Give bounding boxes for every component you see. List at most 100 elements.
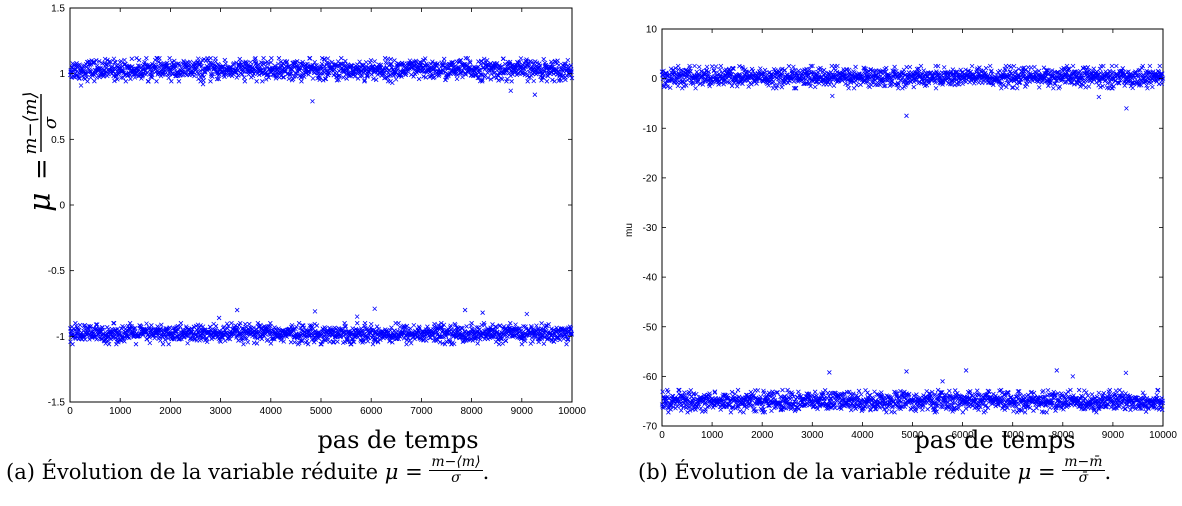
panel-a-point <box>423 338 429 343</box>
panel-a-point <box>254 341 260 346</box>
panel-a-point <box>326 70 331 76</box>
panel-a-point <box>479 79 485 84</box>
panel-a-point <box>360 73 365 79</box>
panel-b-point <box>741 410 746 415</box>
panel-a-point <box>92 78 97 84</box>
panel-b-outlier-point <box>904 113 909 119</box>
panel-a-point <box>209 60 215 66</box>
panel-b-point <box>1008 64 1014 70</box>
panel-a-point <box>413 58 419 64</box>
panel-a-point <box>403 72 408 77</box>
panel-a-point <box>323 76 329 82</box>
panel-b-point <box>676 387 681 393</box>
panel-a-point <box>321 56 327 62</box>
panel-a-point <box>289 70 294 76</box>
panel-a-point <box>462 61 468 67</box>
panel-a-point <box>264 65 270 70</box>
panel-a-point <box>268 341 274 346</box>
panel-a-outlier-point <box>390 80 395 86</box>
panel-b-point <box>1083 85 1088 90</box>
panel-b-point <box>831 83 837 89</box>
panel-a-point <box>245 339 251 345</box>
panel-a-point <box>540 75 546 80</box>
panel-a-point <box>266 75 272 80</box>
panel-a-point <box>317 77 323 82</box>
panel-a-point <box>214 76 220 82</box>
panel-a-point <box>292 340 297 345</box>
panel-a-point <box>404 341 409 347</box>
panel-a-point <box>166 341 171 347</box>
panel-a-y-axis-label: μ = m−⟨m⟩ σ <box>20 91 61 212</box>
panel-a-point <box>496 341 502 347</box>
panel-a-point <box>177 62 182 68</box>
panel-a-point <box>296 320 302 326</box>
panel-b-point <box>758 66 763 71</box>
panel-a-point <box>263 77 269 82</box>
panel-a-point <box>423 75 429 80</box>
panel-a-y-tick-label: -1 <box>56 332 65 343</box>
panel-a-point <box>242 79 248 84</box>
panel-a-point <box>485 75 491 81</box>
panel-a-point <box>81 64 86 69</box>
panel-a-point <box>252 57 258 62</box>
panel-a-point <box>292 70 298 76</box>
panel-a-point <box>77 322 83 328</box>
panel-b-point <box>1150 84 1155 90</box>
panel-a-point <box>352 74 358 79</box>
panel-a-point <box>123 79 129 84</box>
panel-a-x-tick-label: 1000 <box>109 406 132 417</box>
panel-a-point <box>301 74 307 79</box>
panel-a-point <box>299 79 304 84</box>
panel-a-point <box>216 76 221 82</box>
panel-b-point <box>688 68 693 74</box>
panel-a-point <box>222 74 227 80</box>
panel-b-point <box>709 64 715 69</box>
panel-b-point <box>1109 63 1115 69</box>
panel-a-point <box>74 60 79 66</box>
panel-a-point <box>522 338 528 344</box>
panel-a-point <box>333 63 339 68</box>
panel-a-ylabel-num: m−⟨m⟩ <box>20 91 41 154</box>
panel-a-point <box>458 57 464 63</box>
panel-b-point <box>1001 82 1006 88</box>
panel-a-point <box>509 79 514 84</box>
panel-b-point <box>997 68 1003 74</box>
panel-a-point <box>518 56 524 61</box>
panel-a-point <box>392 58 397 63</box>
panel-b-point <box>660 389 665 394</box>
panel-a-point <box>488 77 494 82</box>
panel-a-point <box>368 57 374 63</box>
panel-b-point <box>713 64 719 69</box>
panel-a-point <box>130 64 135 69</box>
panel-a-point <box>144 321 149 326</box>
panel-a-point <box>68 69 74 75</box>
panel-a-point <box>454 76 460 82</box>
panel-a-point <box>111 56 117 62</box>
panel-a-point <box>229 320 234 326</box>
panel-a-point <box>457 66 462 72</box>
panel-a-point <box>569 75 575 81</box>
panel-a-point <box>241 341 246 347</box>
panel-b-data-points <box>659 63 1166 415</box>
panel-a-point <box>253 55 258 61</box>
panel-a-y-tick-label: 1.5 <box>51 4 65 15</box>
panel-a-y-tick-label: -1.5 <box>48 398 66 409</box>
panel-a-point <box>503 338 509 344</box>
panel-a-point <box>372 59 377 64</box>
panel-a-point <box>304 338 310 344</box>
panel-a-point <box>354 70 359 76</box>
panel-a-point <box>243 321 248 327</box>
panel-a-point <box>83 71 89 77</box>
panel-a-point <box>154 79 159 84</box>
panel-a-point <box>460 74 465 80</box>
panel-b-point <box>1028 65 1034 70</box>
panel-a-point <box>428 61 434 67</box>
panel-b-point <box>678 408 684 413</box>
panel-a-outlier-point <box>480 310 485 315</box>
panel-a-point <box>565 57 571 63</box>
panel-a-point <box>274 74 279 79</box>
panel-b-point <box>666 410 671 415</box>
panel-a-point <box>540 71 546 76</box>
panel-a-point <box>480 77 485 83</box>
panel-a-point <box>248 59 253 65</box>
